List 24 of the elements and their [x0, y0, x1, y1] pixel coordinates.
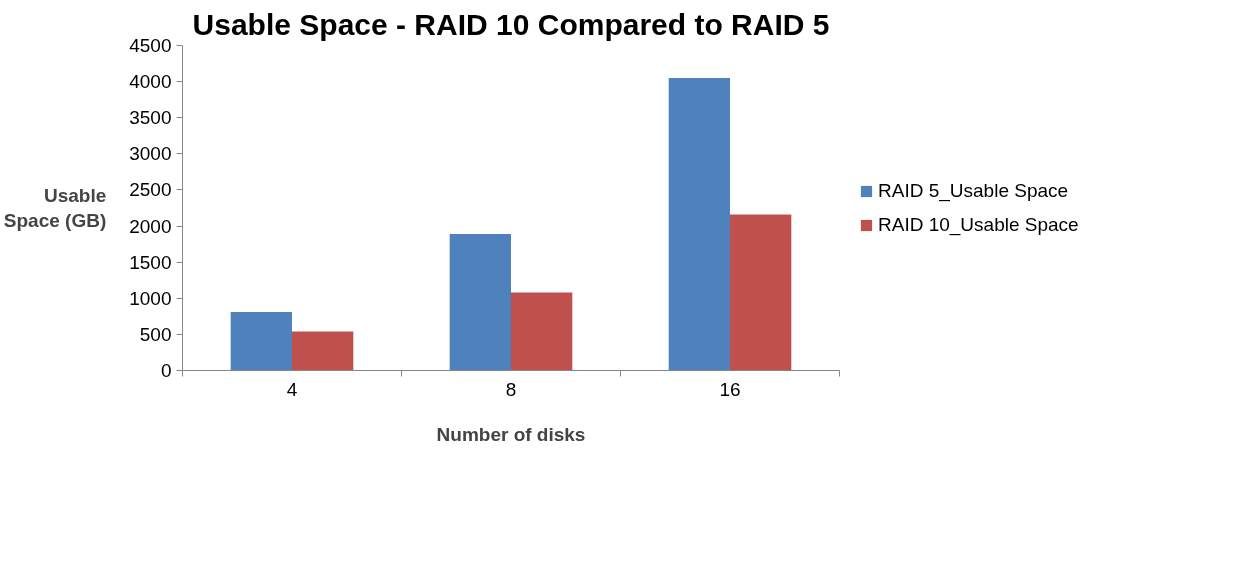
bar: [292, 331, 354, 371]
bar: [668, 78, 730, 371]
legend-label: RAID 5_Usable Space: [878, 179, 1069, 202]
y-tick-label: 4500: [129, 35, 172, 56]
bar: [730, 214, 792, 371]
bar: [230, 312, 292, 371]
chart-title: Usable Space - RAID 10 Compared to RAID 5: [192, 7, 830, 41]
bar: [449, 234, 511, 371]
x-tick-label: 4: [286, 378, 298, 400]
y-tick-label: 500: [139, 323, 172, 345]
y-tick-label: 3500: [129, 107, 172, 129]
y-tick-label: 1500: [129, 251, 172, 273]
y-tick-label: 1000: [129, 287, 172, 309]
y-tick-label: 4000: [129, 71, 172, 93]
y-axis-title: Usable Space (GB): [3, 184, 107, 232]
y-tick-label: 2500: [129, 179, 172, 201]
legend-label: RAID 10_Usable Space: [878, 213, 1079, 236]
x-tick-label: 8: [505, 378, 517, 400]
x-axis-title: Number of disks: [436, 423, 586, 445]
bar: [511, 292, 573, 371]
y-tick-label: 3000: [129, 143, 172, 165]
y-tick-label: 0: [160, 360, 172, 381]
x-tick-label: 16: [719, 378, 741, 400]
y-tick-label: 2000: [129, 215, 172, 237]
